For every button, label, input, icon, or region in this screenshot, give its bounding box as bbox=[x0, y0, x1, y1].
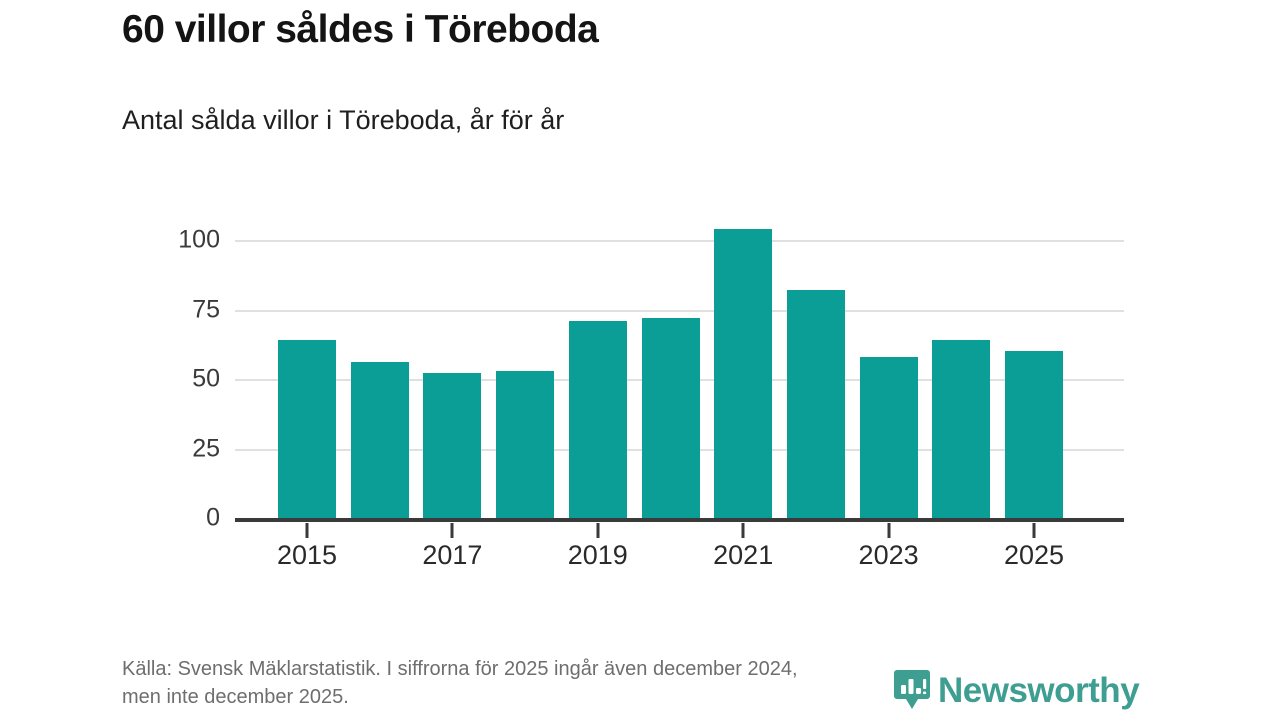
y-axis-tick-label: 75 bbox=[192, 295, 220, 323]
bar-2025[interactable] bbox=[1005, 351, 1063, 518]
newsworthy-logo: Newsworthy bbox=[893, 668, 1140, 712]
bar-2015[interactable] bbox=[278, 340, 336, 518]
x-axis-tick-label: 2017 bbox=[422, 540, 483, 570]
x-axis-tick-mark bbox=[1032, 523, 1036, 538]
x-axis-tick-mark bbox=[887, 523, 891, 538]
newsworthy-pin-bar-chart-icon bbox=[893, 668, 931, 712]
newsworthy-wordmark: Newsworthy bbox=[938, 670, 1140, 710]
x-axis-tick-mark bbox=[741, 523, 745, 538]
bar-2017[interactable] bbox=[423, 373, 482, 518]
x-axis-tick-label: 2015 bbox=[276, 540, 338, 570]
gridline-75 bbox=[235, 309, 1124, 312]
x-axis: 2015 2017 2019 2021 2023 2025 bbox=[235, 520, 1124, 590]
y-axis-tick-label: 0 bbox=[206, 503, 220, 532]
page-title: 60 villor såldes i Töreboda bbox=[122, 8, 599, 51]
bar-2019[interactable] bbox=[568, 320, 627, 518]
bar-2023[interactable] bbox=[859, 356, 918, 518]
x-axis-tick-mark bbox=[450, 523, 454, 538]
plot-area bbox=[235, 228, 1124, 522]
bar-2016[interactable] bbox=[350, 362, 409, 518]
bar-2022[interactable] bbox=[786, 290, 845, 518]
source-note: Källa: Svensk Mäklarstatistik. I siffror… bbox=[122, 656, 1112, 711]
x-axis-tick-label: 2023 bbox=[858, 540, 919, 570]
y-axis: 0 25 50 75 100 bbox=[130, 225, 220, 532]
x-axis-tick-mark bbox=[596, 523, 600, 538]
source-note-line-1: Källa: Svensk Mäklarstatistik. I siffror… bbox=[122, 658, 798, 680]
x-axis-tick-label: 2025 bbox=[1003, 540, 1065, 570]
bar-2024[interactable] bbox=[932, 340, 991, 518]
x-axis-tick-mark bbox=[305, 523, 309, 538]
page-subtitle: Antal sålda villor i Töreboda, år för år bbox=[122, 105, 565, 135]
y-axis-tick-label: 100 bbox=[178, 225, 220, 254]
source-note-line-2: men inte december 2025. bbox=[122, 685, 349, 708]
x-axis-line bbox=[235, 518, 1124, 522]
x-axis-tick-label: 2019 bbox=[567, 540, 628, 570]
bar-2020[interactable] bbox=[641, 317, 700, 518]
bar-2018[interactable] bbox=[496, 370, 555, 518]
y-axis-tick-label: 50 bbox=[192, 364, 220, 393]
y-axis-tick-label: 25 bbox=[192, 434, 220, 462]
bars-layer bbox=[235, 228, 1124, 520]
x-axis-tick-label: 2021 bbox=[713, 540, 774, 570]
gridline-100 bbox=[235, 240, 1124, 242]
bar-2021[interactable] bbox=[714, 228, 773, 518]
